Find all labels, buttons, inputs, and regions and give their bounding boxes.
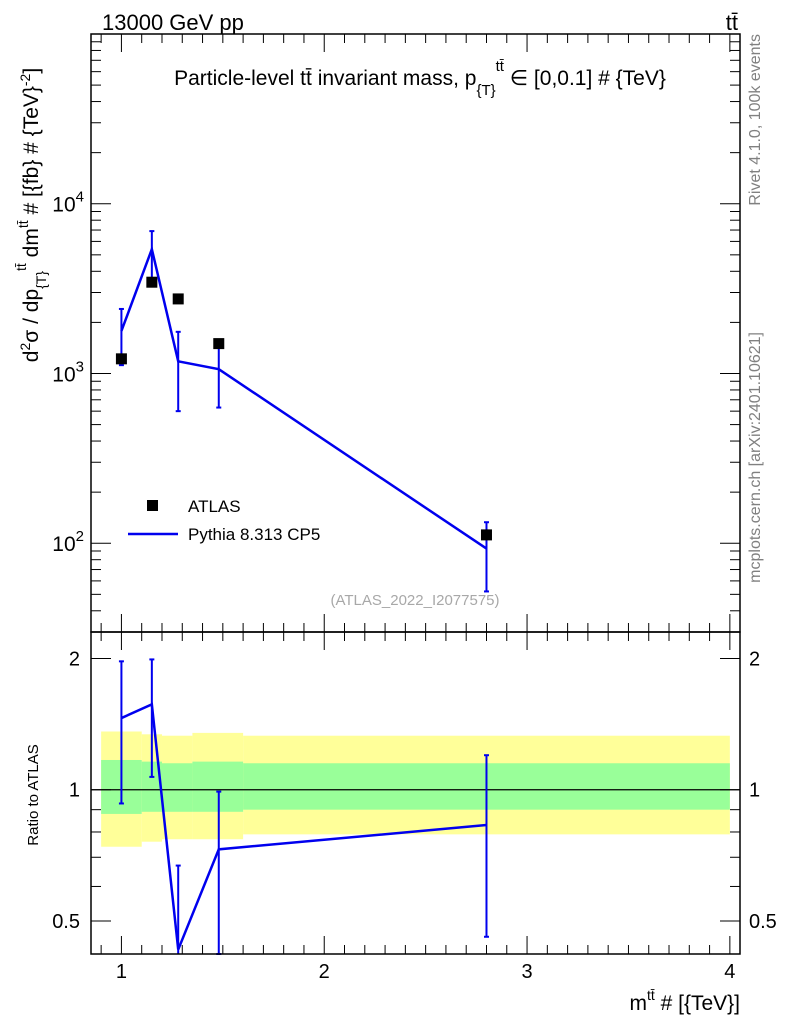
- uncertainty-band-segment: [192, 761, 244, 812]
- ratio-error-bars: [118, 658, 489, 955]
- main-y-tick-label: 103: [52, 358, 84, 386]
- analysis-watermark: (ATLAS_2022_I2077575): [330, 592, 499, 609]
- x-tick-label: 4: [724, 961, 735, 983]
- rivet-label: Rivet 4.1.0, 100k events: [747, 34, 764, 206]
- main-y-axis-label: d2σ / dp{T}tt̄ dmtt̄ # [{fb} # {TeV}-2]: [13, 68, 49, 362]
- atlas-marker: [146, 276, 158, 288]
- x-tick-label: 2: [319, 961, 330, 983]
- main-y-tick-label: 104: [52, 189, 84, 217]
- atlas-marker: [115, 353, 127, 365]
- x-tick-label: 3: [521, 961, 532, 983]
- header-energy-label: 13000 GeV pp: [102, 10, 244, 35]
- x-axis-label: mtt̄ # [{TeV}]: [629, 987, 740, 1015]
- uncertainty-bands: [101, 731, 730, 847]
- ratio-y-tick-label-right: 1: [749, 780, 760, 802]
- ratio-mc-line: [120, 702, 487, 951]
- ratio-panel: 0.5 0.5 1 1 2 2 1 2 3 4 Ratio to ATLAS mtt̄ # [{…: [25, 631, 777, 1015]
- ratio-y-tick-label-left: 2: [69, 648, 80, 670]
- x-tick-label: 1: [116, 961, 127, 983]
- chart-title: Particle-level tt̄ invariant mass, p{T}t…: [174, 58, 666, 99]
- atlas-marker: [172, 293, 184, 305]
- main-panel: 102 103 104 Particle-level tt̄ invariant m…: [13, 33, 741, 633]
- ratio-y-tick-labels: 0.5 0.5 1 1 2 2: [52, 648, 777, 933]
- header-process-label: tt̄: [726, 10, 738, 35]
- atlas-markers: [115, 276, 492, 541]
- legend-atlas-label: ATLAS: [188, 497, 241, 516]
- atlas-marker: [213, 338, 225, 350]
- ratio-y-tick-label-right: 0.5: [749, 911, 777, 933]
- main-y-tick-label: 102: [52, 528, 84, 556]
- legend: ATLAS Pythia 8.313 CP5: [128, 497, 320, 544]
- legend-atlas-marker: [147, 500, 158, 511]
- ratio-y-tick-label-right: 2: [749, 648, 760, 670]
- tbar-glyph: t̄: [306, 67, 312, 90]
- ratio-y-tick-label-left: 1: [69, 780, 80, 802]
- uncertainty-band-segment: [141, 761, 162, 812]
- uncertainty-band-segment: [161, 763, 193, 812]
- legend-mc-label: Pythia 8.313 CP5: [188, 525, 320, 544]
- ratio-y-axis-label: Ratio to ATLAS: [25, 744, 42, 845]
- mcplots-label: mcplots.cern.ch [arXiv:2401.10621]: [747, 332, 764, 583]
- main-y-tick-labels: 102 103 104: [52, 189, 84, 556]
- ratio-axis-ticks: [91, 632, 740, 954]
- main-axis-ticks: [91, 34, 740, 633]
- mc-line: [120, 244, 488, 550]
- atlas-marker: [480, 529, 492, 541]
- ratio-x-tick-labels: 1 2 3 4: [116, 961, 736, 983]
- ratio-frame: [90, 631, 741, 955]
- ratio-y-tick-label-left: 0.5: [52, 911, 80, 933]
